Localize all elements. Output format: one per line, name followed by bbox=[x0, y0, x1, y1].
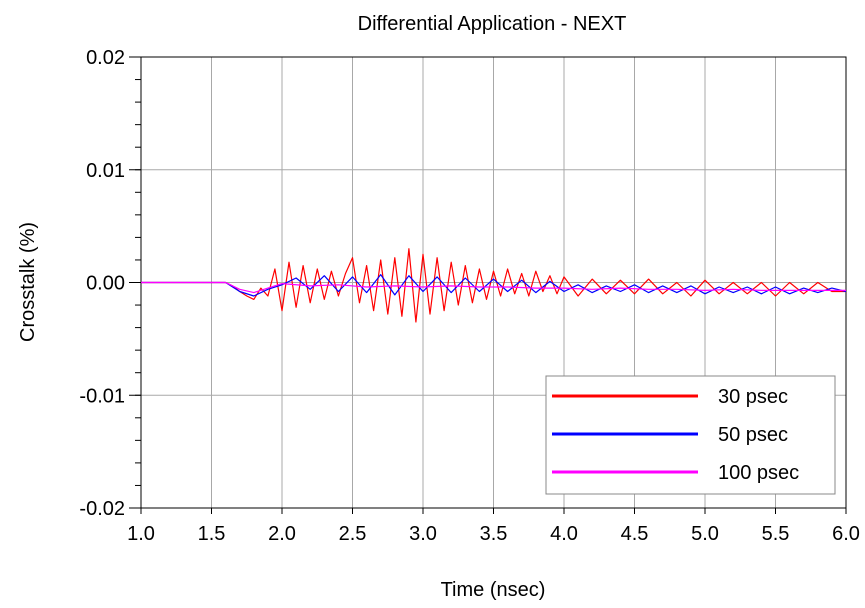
legend: 30 psec 50 psec 100 psec bbox=[545, 375, 836, 495]
series-lines bbox=[141, 248, 847, 323]
x-tick-label: 3.5 bbox=[480, 523, 508, 545]
y-tick-label: 0.02 bbox=[86, 47, 125, 69]
x-tick-label: 4.0 bbox=[550, 523, 578, 545]
x-tick-label: 3.0 bbox=[409, 523, 437, 545]
legend-label: 30 psec bbox=[718, 386, 788, 408]
y-tick-label: -0.02 bbox=[79, 498, 125, 520]
y-tick-label: 0.01 bbox=[86, 160, 125, 182]
y-tick-label: -0.01 bbox=[79, 385, 125, 407]
y-axis-label: Crosstalk (%) bbox=[17, 222, 39, 342]
x-tick-label: 5.0 bbox=[691, 523, 719, 545]
x-axis-label: Time (nsec) bbox=[441, 579, 546, 601]
y-tick-label: 0.00 bbox=[86, 273, 125, 295]
x-tick-label: 5.5 bbox=[762, 523, 790, 545]
series-line bbox=[141, 281, 846, 294]
x-tick-label: 6.0 bbox=[832, 523, 860, 545]
x-tick-label: 2.0 bbox=[268, 523, 296, 545]
x-tick-label: 2.5 bbox=[339, 523, 367, 545]
legend-label: 100 psec bbox=[718, 462, 799, 484]
x-tick-label: 1.0 bbox=[127, 523, 155, 545]
x-tick-label: 4.5 bbox=[621, 523, 649, 545]
chart-title: Differential Application - NEXT bbox=[358, 13, 627, 35]
x-tick-label: 1.5 bbox=[198, 523, 226, 545]
grid bbox=[141, 57, 846, 508]
x-axis-ticks: 1.0 1.5 2.0 2.5 3.0 3.5 4.0 4.5 5.0 5.5 6.0 bbox=[127, 508, 860, 545]
legend-label: 50 psec bbox=[718, 424, 788, 446]
y-axis-ticks: 0.02 0.01 0.00 -0.01 -0.02 bbox=[79, 47, 141, 520]
